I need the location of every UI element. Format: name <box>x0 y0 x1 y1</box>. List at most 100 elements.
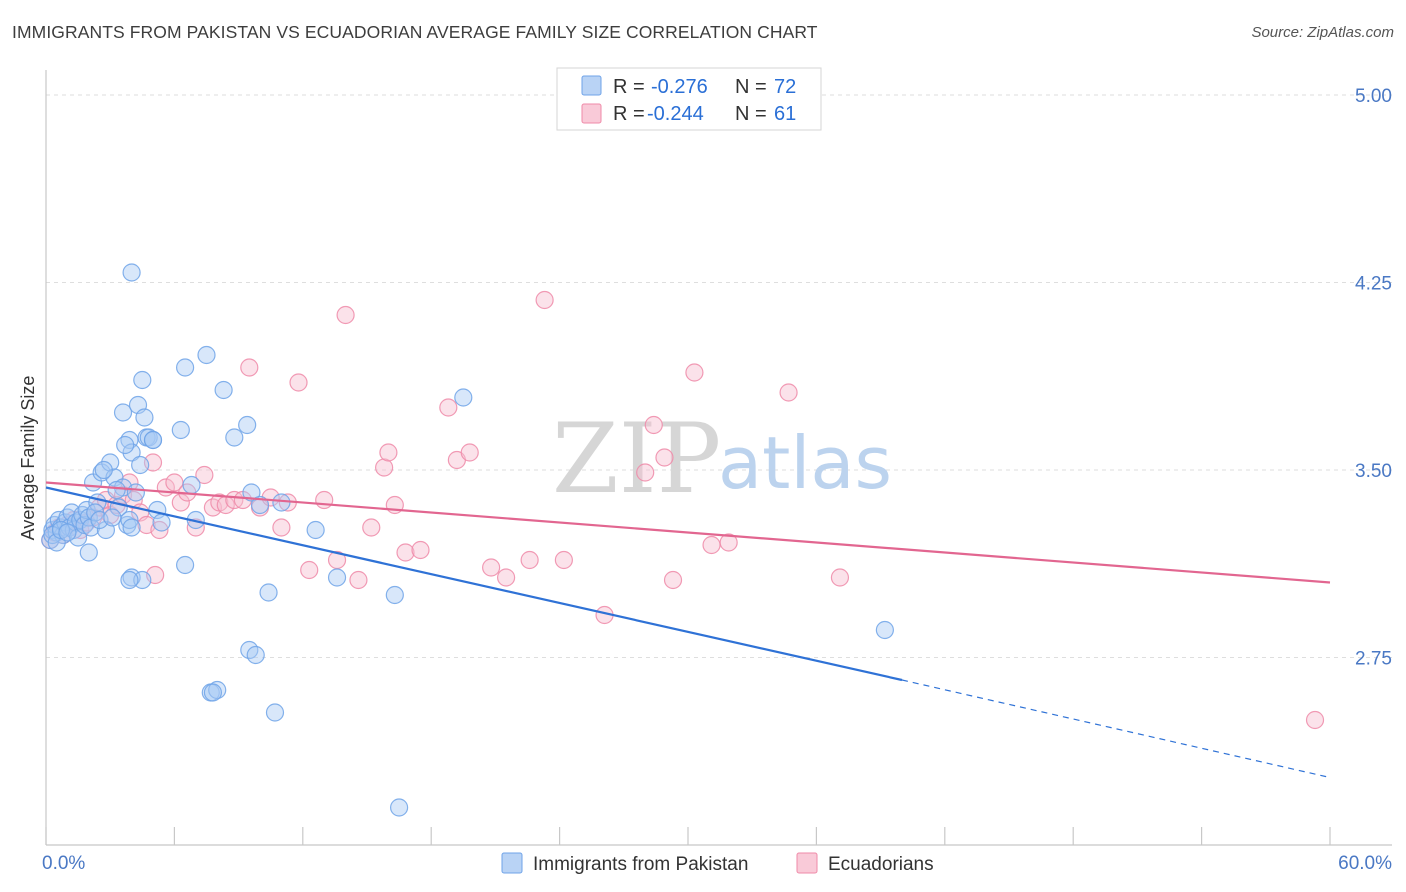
point-pakistan <box>152 513 171 532</box>
watermark: ZIP atlas <box>552 403 892 515</box>
trend-line-pakistan-extrapolated <box>901 679 1331 779</box>
bottom-legend-swatch-pakistan <box>501 852 523 874</box>
point-pakistan <box>135 408 154 427</box>
point-pakistan <box>103 508 122 527</box>
point-pakistan <box>272 493 291 512</box>
axes <box>45 70 1392 846</box>
point-pakistan <box>385 585 404 605</box>
y-tick-label: 5.00 <box>1355 86 1392 107</box>
chart-title: IMMIGRANTS FROM PAKISTAN VS ECUADORIAN A… <box>12 22 818 42</box>
point-pakistan <box>171 420 190 440</box>
bottom-legend: Immigrants from Pakistan Ecuadorians <box>501 852 934 875</box>
bottom-legend-label-pakistan: Immigrants from Pakistan <box>533 854 748 875</box>
point-ecuadorians <box>535 290 554 310</box>
point-pakistan <box>265 703 285 722</box>
point-ecuadorians <box>349 570 368 590</box>
point-pakistan <box>122 568 141 587</box>
point-pakistan <box>197 345 216 365</box>
point-pakistan <box>454 388 473 407</box>
watermark-zip: ZIP <box>552 403 721 515</box>
y-tick-label: 4.25 <box>1355 274 1392 295</box>
point-pakistan <box>238 415 257 435</box>
point-ecuadorians <box>379 443 398 462</box>
point-ecuadorians <box>655 448 674 467</box>
point-ecuadorians <box>195 465 214 485</box>
point-pakistan <box>259 583 278 602</box>
trend-line-pakistan <box>45 486 903 682</box>
legend-r-label-2: R = <box>613 103 645 125</box>
legend-swatch-ecuadorians <box>581 103 602 124</box>
point-pakistan <box>182 475 201 495</box>
point-pakistan <box>203 683 223 702</box>
x-tick-label-max: 60.0% <box>1338 853 1392 874</box>
point-pakistan <box>122 263 141 282</box>
point-ecuadorians <box>779 383 798 402</box>
point-pakistan <box>107 480 126 500</box>
point-pakistan <box>122 443 141 462</box>
point-ecuadorians <box>702 535 721 555</box>
legend-n-value-2: 61 <box>774 103 796 125</box>
point-ecuadorians <box>261 488 280 507</box>
point-ecuadorians <box>520 550 539 570</box>
point-ecuadorians <box>685 363 704 382</box>
trend-line-ecuadorians <box>45 481 1331 584</box>
bottom-legend-label-ecuadorians: Ecuadorians <box>828 854 934 875</box>
legend-swatch-pakistan <box>581 75 602 96</box>
point-ecuadorians <box>719 533 738 552</box>
point-ecuadorians <box>150 520 169 540</box>
trend-lines <box>45 481 1331 779</box>
y-tick-label: 3.50 <box>1355 461 1392 482</box>
point-pakistan <box>133 570 152 590</box>
point-pakistan <box>133 370 152 390</box>
x-tick-label-min: 0.0% <box>42 853 85 874</box>
watermark-atlas: atlas <box>718 421 892 505</box>
point-pakistan <box>176 358 195 377</box>
point-ecuadorians <box>289 373 308 392</box>
point-pakistan <box>101 453 120 472</box>
y-tick-labels: 2.75 3.50 4.25 5.00 <box>1355 86 1392 670</box>
point-ecuadorians <box>411 540 430 560</box>
point-pakistan <box>79 543 98 562</box>
bottom-legend-swatch-ecuadorians <box>796 852 818 874</box>
point-pakistan <box>120 570 139 590</box>
point-ecuadorians <box>315 490 334 510</box>
point-ecuadorians <box>497 568 516 587</box>
legend-r-value-1: -0.276 <box>651 76 708 98</box>
point-pakistan <box>126 483 145 502</box>
point-pakistan <box>176 555 195 575</box>
legend-n-value-1: 72 <box>774 76 796 98</box>
point-ecuadorians <box>396 543 415 562</box>
point-pakistan <box>306 520 325 540</box>
point-ecuadorians <box>460 443 479 462</box>
legend-r-value-2: -0.244 <box>647 103 704 125</box>
point-pakistan <box>327 568 347 587</box>
point-pakistan <box>242 483 261 502</box>
point-ecuadorians <box>482 558 501 577</box>
point-ecuadorians <box>272 518 291 537</box>
point-ecuadorians <box>830 568 850 587</box>
point-pakistan <box>120 510 139 530</box>
grid-lines <box>46 94 1392 658</box>
point-pakistan <box>122 518 141 537</box>
point-ecuadorians <box>439 398 458 417</box>
legend-n-label-2: N = <box>735 103 767 125</box>
point-ecuadorians <box>300 560 319 580</box>
point-ecuadorians <box>240 358 259 377</box>
source-credit: Source: ZipAtlas.com <box>1251 24 1394 41</box>
legend-n-label-1: N = <box>735 76 767 98</box>
legend-r-label-1: R = <box>613 76 645 98</box>
point-pakistan <box>214 380 233 400</box>
point-ecuadorians <box>1305 710 1325 730</box>
point-ecuadorians <box>554 550 573 570</box>
point-pakistan <box>113 403 133 422</box>
point-pakistan <box>246 645 265 665</box>
point-ecuadorians <box>663 570 683 590</box>
legend: R = -0.276 N = 72 R = -0.244 N = 61 <box>556 67 822 131</box>
point-ecuadorians <box>636 463 655 482</box>
point-ecuadorians <box>362 518 381 537</box>
point-pakistan <box>94 460 113 480</box>
point-pakistan <box>143 430 163 450</box>
point-pakistan <box>390 798 409 817</box>
x-ticks <box>45 827 1331 845</box>
